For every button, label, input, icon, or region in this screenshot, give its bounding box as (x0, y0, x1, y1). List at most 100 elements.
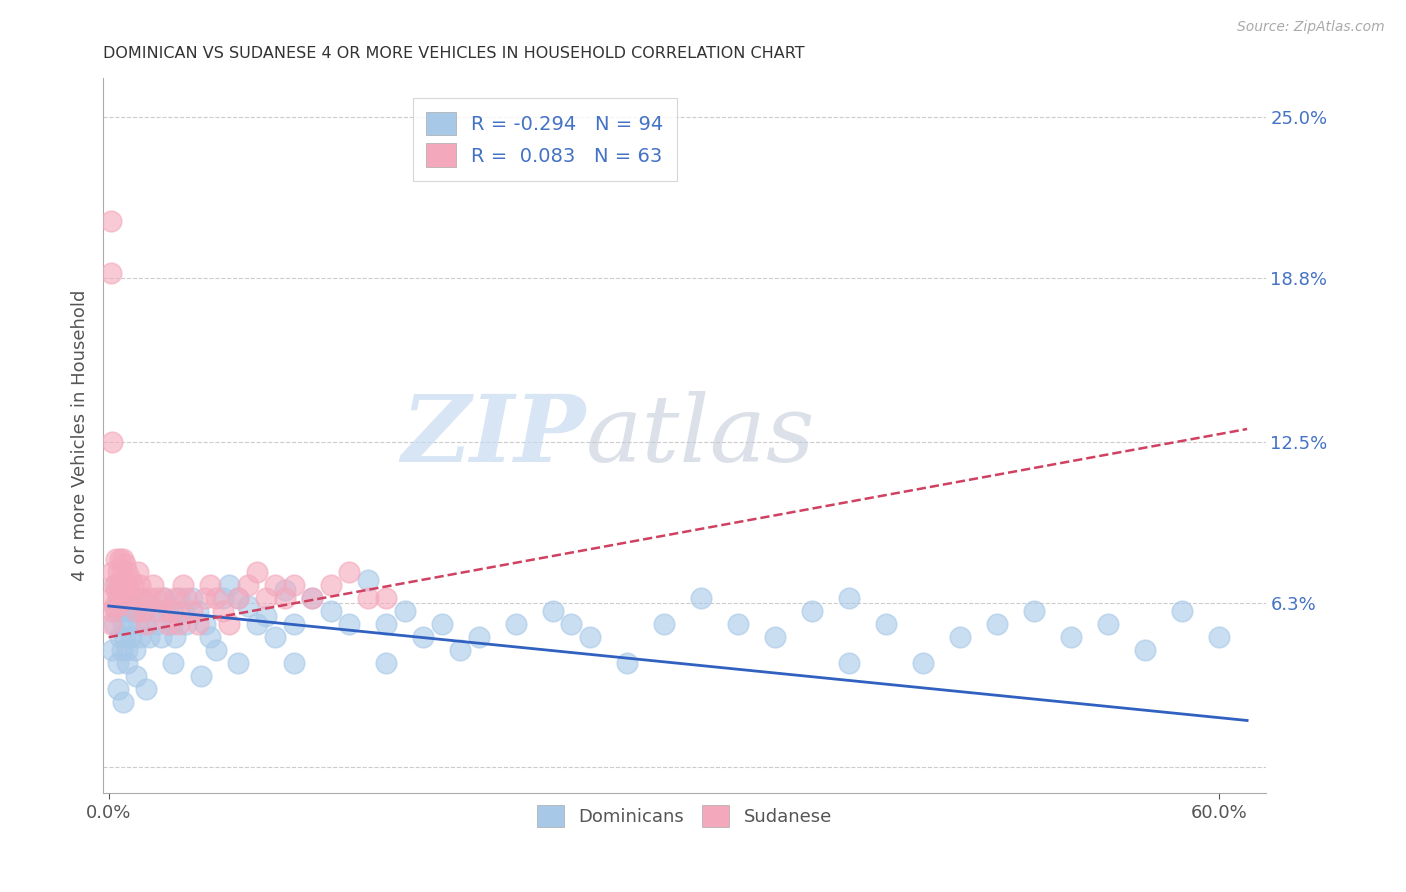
Point (112, 591, 135, 606)
Point (160, 617, 183, 632)
Point (727, 617, 749, 632)
Point (107, 682, 129, 697)
Point (146, 591, 169, 606)
Point (120, 591, 142, 606)
Point (301, 591, 323, 606)
Point (111, 643, 134, 657)
Point (319, 578, 342, 592)
Point (218, 617, 240, 632)
Point (949, 630, 972, 644)
Point (167, 591, 190, 606)
Point (101, 604, 124, 618)
Point (100, 214, 122, 228)
Point (246, 565, 269, 579)
Point (111, 565, 134, 579)
Point (107, 565, 129, 579)
Point (226, 591, 249, 606)
Point (226, 591, 249, 606)
Y-axis label: 4 or more Vehicles in Household: 4 or more Vehicles in Household (72, 290, 89, 582)
Point (124, 591, 146, 606)
Point (505, 617, 527, 632)
Point (125, 604, 148, 618)
Point (132, 604, 155, 618)
Point (236, 599, 259, 613)
Point (111, 583, 134, 598)
Point (176, 591, 198, 606)
Point (194, 617, 217, 632)
Point (114, 591, 136, 606)
Point (200, 630, 222, 644)
Point (108, 578, 131, 592)
Point (121, 604, 143, 618)
Point (357, 591, 380, 606)
Point (149, 604, 172, 618)
Legend: Dominicans, Sudanese: Dominicans, Sudanese (530, 798, 839, 834)
Point (100, 591, 122, 606)
Point (162, 657, 184, 671)
Point (127, 565, 149, 579)
Point (212, 591, 235, 606)
Point (176, 617, 198, 632)
Point (107, 657, 129, 671)
Point (142, 604, 165, 618)
Point (129, 630, 152, 644)
Point (112, 695, 135, 709)
Point (105, 583, 128, 598)
Point (149, 630, 172, 644)
Point (1135, 643, 1157, 657)
Point (1171, 604, 1194, 618)
Point (236, 578, 259, 592)
Point (127, 617, 149, 632)
Point (135, 617, 157, 632)
Point (115, 643, 138, 657)
Point (101, 435, 124, 450)
Point (112, 552, 135, 566)
Point (111, 604, 134, 618)
Point (114, 558, 136, 572)
Point (132, 604, 155, 618)
Point (121, 578, 143, 592)
Text: DOMINICAN VS SUDANESE 4 OR MORE VEHICLES IN HOUSEHOLD CORRELATION CHART: DOMINICAN VS SUDANESE 4 OR MORE VEHICLES… (103, 46, 804, 62)
Point (101, 565, 124, 579)
Point (375, 617, 398, 632)
Point (156, 604, 179, 618)
Point (120, 573, 142, 587)
Point (138, 630, 160, 644)
Point (337, 565, 360, 579)
Point (135, 617, 157, 632)
Point (430, 617, 453, 632)
Point (124, 643, 146, 657)
Point (838, 657, 860, 671)
Point (579, 630, 602, 644)
Point (181, 591, 204, 606)
Point (205, 591, 228, 606)
Point (205, 643, 228, 657)
Point (986, 617, 1008, 632)
Point (142, 578, 165, 592)
Point (131, 591, 153, 606)
Point (273, 591, 295, 606)
Point (283, 617, 305, 632)
Point (1060, 630, 1083, 644)
Point (186, 617, 208, 632)
Point (190, 669, 212, 683)
Point (690, 591, 713, 606)
Point (114, 578, 136, 592)
Text: atlas: atlas (585, 391, 815, 481)
Point (125, 604, 148, 618)
Point (449, 643, 471, 657)
Point (112, 578, 135, 592)
Point (212, 604, 235, 618)
Point (186, 604, 208, 618)
Point (264, 630, 287, 644)
Point (115, 604, 138, 618)
Point (131, 591, 153, 606)
Point (1097, 617, 1119, 632)
Point (105, 604, 128, 618)
Point (283, 657, 305, 671)
Point (103, 599, 125, 613)
Point (118, 617, 141, 632)
Point (218, 578, 240, 592)
Point (273, 583, 295, 598)
Point (264, 578, 287, 592)
